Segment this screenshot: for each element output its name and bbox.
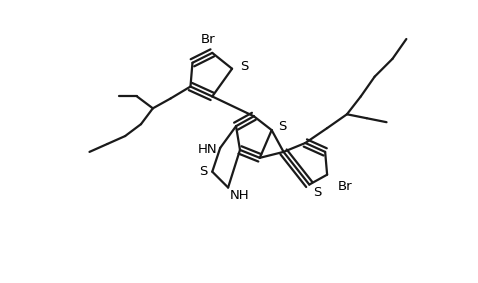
Text: Br: Br	[201, 33, 216, 46]
Text: S: S	[240, 60, 248, 73]
Text: Br: Br	[337, 180, 352, 193]
Text: S: S	[313, 186, 321, 199]
Text: S: S	[199, 165, 207, 178]
Text: NH: NH	[230, 189, 250, 202]
Text: HN: HN	[197, 143, 217, 156]
Text: S: S	[278, 120, 287, 133]
